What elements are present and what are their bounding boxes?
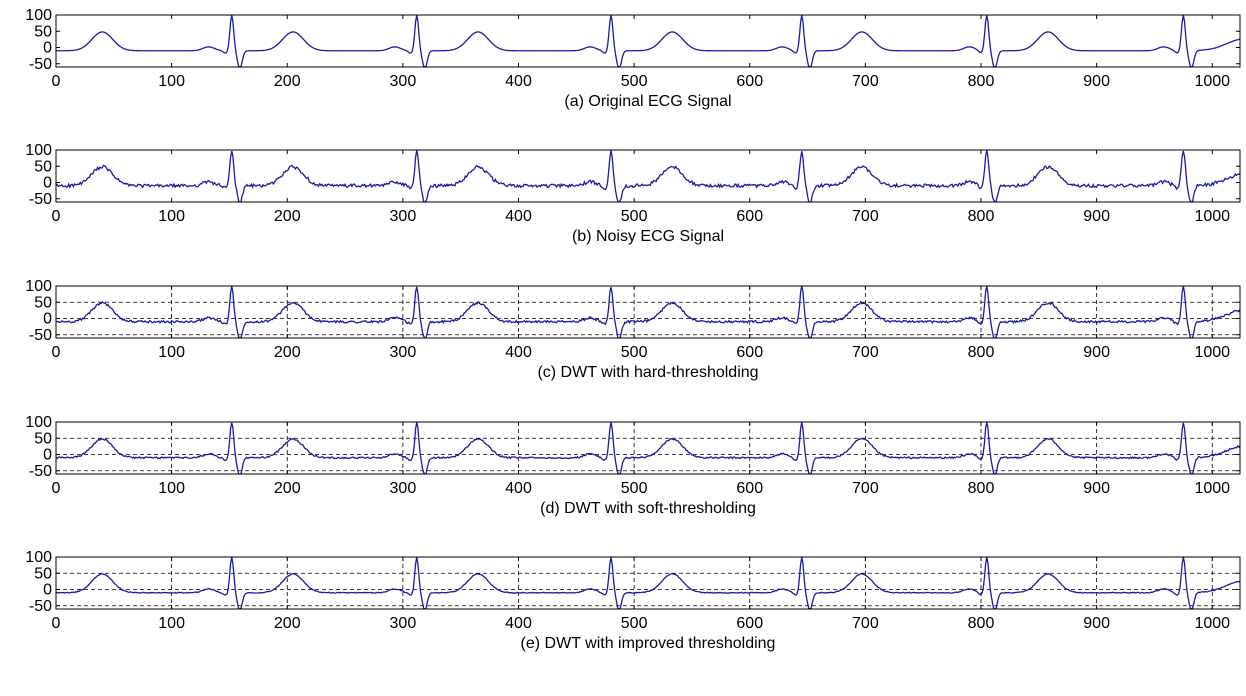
subplot-caption: (e) DWT with improved thresholding — [521, 635, 776, 652]
x-tick-label: 100 — [158, 615, 185, 632]
x-tick-label: 1000 — [1194, 480, 1230, 497]
x-tick-label: 200 — [274, 208, 301, 225]
x-tick-label: 800 — [968, 208, 995, 225]
axes-box — [55, 149, 1241, 203]
x-tick-label: 600 — [736, 480, 763, 497]
y-tick-label: 50 — [34, 294, 52, 311]
x-tick-label: 0 — [52, 344, 61, 361]
x-tick-label: 600 — [736, 73, 763, 90]
y-tick-label: 0 — [43, 40, 52, 57]
x-tick-label: 700 — [852, 615, 879, 632]
x-tick-label: 1000 — [1194, 73, 1230, 90]
x-tick-label: 200 — [274, 73, 301, 90]
subplot-a: 0 100 200 300 400 500 600 700 800 900 1000100500-5… — [25, 7, 1241, 110]
x-tick-label: 400 — [505, 73, 532, 90]
x-tick-label: 700 — [852, 344, 879, 361]
subplot-b: 0 100 200 300 400 500 600 700 800 900 1000100500-5… — [25, 142, 1241, 245]
y-tick-label: 100 — [25, 142, 52, 159]
y-tick-label: 100 — [25, 7, 52, 24]
x-tick-label: 600 — [736, 208, 763, 225]
x-tick-label: 600 — [736, 615, 763, 632]
x-tick-label: 900 — [1083, 344, 1110, 361]
series-line — [55, 150, 1241, 203]
y-tick-label: 100 — [25, 549, 52, 566]
x-tick-label: 1000 — [1194, 615, 1230, 632]
y-tick-label: 50 — [34, 23, 52, 40]
y-tick-label: 100 — [25, 414, 52, 431]
x-tick-label: 100 — [158, 344, 185, 361]
x-tick-label: 300 — [390, 480, 417, 497]
x-tick-label: 800 — [968, 344, 995, 361]
series-line — [56, 15, 1241, 68]
axes-box — [55, 285, 1241, 339]
y-tick-label: 0 — [43, 311, 52, 328]
x-tick-label: 200 — [274, 480, 301, 497]
x-tick-label: 100 — [158, 480, 185, 497]
x-tick-label: 0 — [52, 615, 61, 632]
x-tick-label: 700 — [852, 73, 879, 90]
y-tick-label: 0 — [43, 582, 52, 599]
x-tick-label: 0 — [52, 73, 61, 90]
x-tick-label: 0 — [52, 480, 61, 497]
subplot-c: 0 100 200 300 400 500 600 700 800 900 1000100500-5… — [25, 278, 1241, 381]
series-line — [55, 422, 1241, 475]
x-tick-label: 1000 — [1194, 344, 1230, 361]
x-tick-label: 900 — [1083, 208, 1110, 225]
x-tick-label: 300 — [390, 615, 417, 632]
y-tick-label: -50 — [29, 327, 52, 344]
axes-box — [55, 421, 1241, 475]
subplot-d: 0 100 200 300 400 500 600 700 800 900 1000100500-5… — [25, 414, 1241, 517]
series-line — [55, 557, 1241, 610]
x-tick-label: 200 — [274, 615, 301, 632]
x-tick-label: 700 — [852, 208, 879, 225]
x-tick-label: 700 — [852, 480, 879, 497]
y-tick-label: 50 — [34, 158, 52, 175]
x-tick-label: 900 — [1083, 480, 1110, 497]
x-tick-label: 100 — [158, 208, 185, 225]
x-tick-label: 100 — [158, 73, 185, 90]
axes-box — [55, 14, 1241, 68]
y-tick-label: 100 — [25, 278, 52, 295]
x-tick-label: 1000 — [1194, 208, 1230, 225]
y-tick-label: 0 — [43, 447, 52, 464]
subplot-caption: (b) Noisy ECG Signal — [572, 228, 724, 245]
x-tick-label: 300 — [390, 344, 417, 361]
x-tick-label: 500 — [621, 615, 648, 632]
x-tick-label: 900 — [1083, 73, 1110, 90]
x-tick-label: 300 — [390, 208, 417, 225]
x-tick-label: 200 — [274, 344, 301, 361]
x-tick-label: 800 — [968, 73, 995, 90]
y-tick-label: -50 — [29, 191, 52, 208]
x-tick-label: 300 — [390, 73, 417, 90]
x-tick-label: 600 — [736, 344, 763, 361]
x-tick-label: 500 — [621, 480, 648, 497]
y-tick-label: 50 — [34, 565, 52, 582]
subplot-caption: (c) DWT with hard-thresholding — [537, 364, 758, 381]
x-tick-label: 400 — [505, 615, 532, 632]
subplot-caption: (a) Original ECG Signal — [564, 93, 731, 110]
y-tick-label: -50 — [29, 56, 52, 73]
subplot-e: 0 100 200 300 400 500 600 700 800 900 1000100500-5… — [25, 549, 1241, 652]
x-tick-label: 800 — [968, 615, 995, 632]
x-tick-label: 400 — [505, 480, 532, 497]
x-tick-label: 900 — [1083, 615, 1110, 632]
y-tick-label: -50 — [29, 463, 52, 480]
y-tick-label: 0 — [43, 175, 52, 192]
x-tick-label: 0 — [52, 208, 61, 225]
y-tick-label: 50 — [34, 430, 52, 447]
x-tick-label: 500 — [621, 344, 648, 361]
x-tick-label: 500 — [621, 73, 648, 90]
x-tick-label: 500 — [621, 208, 648, 225]
axes-box — [55, 556, 1241, 610]
x-tick-label: 400 — [505, 344, 532, 361]
series-line — [55, 286, 1241, 339]
x-tick-label: 800 — [968, 480, 995, 497]
x-tick-label: 400 — [505, 208, 532, 225]
subplot-caption: (d) DWT with soft-thresholding — [540, 500, 756, 517]
y-tick-label: -50 — [29, 598, 52, 615]
